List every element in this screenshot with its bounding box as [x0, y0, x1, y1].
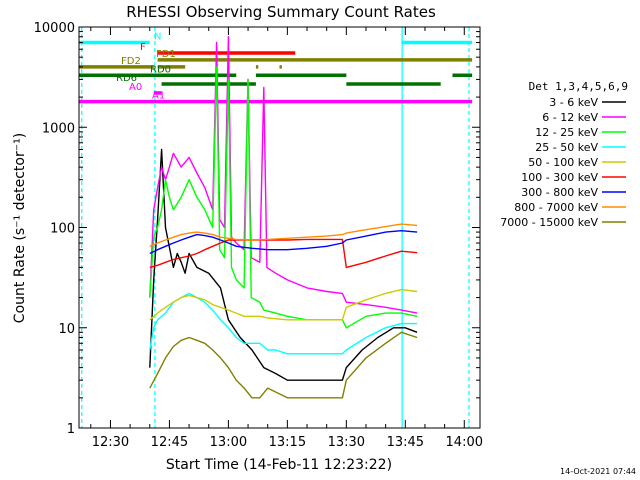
flag-label-fd2: FD2	[121, 56, 141, 67]
legend-label-3: 12 - 25 keV	[535, 126, 598, 139]
x-tick-label-1: 12:30	[92, 435, 129, 450]
series-line-4	[149, 292, 418, 355]
legend: Det 1,3,4,5,6,9 3 - 6 keV 6 - 12 keV 12 - …	[500, 80, 628, 229]
x-tick-label-6: 13:45	[387, 435, 424, 450]
y-axis: 1 10 100 1000 10000	[34, 21, 480, 437]
legend-label-5: 50 - 100 keV	[528, 156, 598, 169]
y-axis-label: Count Rate (s⁻¹ detector⁻¹)	[12, 133, 28, 323]
x-axis-label: Start Time (14-Feb-11 12:23:22)	[166, 457, 392, 473]
flag-label-n: N	[154, 32, 161, 43]
y-tick-label-1: 1	[67, 422, 75, 437]
series-line-3	[149, 66, 418, 329]
legend-label-9: 7000 - 15000 keV	[500, 216, 598, 229]
render-timestamp: 14-Oct-2021 07:44	[560, 467, 636, 476]
legend-label-8: 800 - 7000 keV	[514, 201, 598, 214]
legend-title: Det 1,3,4,5,6,9	[529, 80, 628, 93]
legend-label-1: 3 - 6 keV	[549, 96, 598, 109]
x-axis: 12:30 12:45 13:00 13:15 13:30 13:45 14:00	[90, 27, 483, 450]
x-tick-label-4: 13:15	[269, 435, 306, 450]
flag-label-f: F	[140, 42, 146, 53]
chart-title: RHESSI Observing Summary Count Rates	[126, 3, 436, 21]
series-line-7	[149, 229, 418, 255]
x-tick-label-7: 14:00	[446, 435, 483, 450]
flag-label-rd6: RD6	[116, 73, 137, 84]
flag-label-rd0: RD0	[150, 64, 171, 75]
plot-area	[79, 27, 473, 428]
x-tick-label-2: 12:45	[151, 435, 188, 450]
legend-label-2: 6 - 12 keV	[542, 111, 598, 124]
legend-label-6: 100 - 300 keV	[521, 171, 598, 184]
x-tick-label-3: 13:00	[210, 435, 247, 450]
series-line-8	[149, 223, 418, 247]
flag-label-a0: A0	[129, 82, 142, 93]
series-line-5	[149, 288, 418, 321]
x-tick-label-5: 13:30	[328, 435, 365, 450]
series-line-9	[149, 331, 418, 399]
y-tick-label-5: 10000	[34, 21, 75, 36]
y-tick-label-3: 100	[50, 222, 75, 237]
series-line-6	[149, 238, 418, 269]
series-line-1	[149, 148, 418, 381]
y-tick-label-4: 1000	[42, 121, 75, 136]
legend-label-7: 300 - 800 keV	[521, 186, 598, 199]
y-tick-label-2: 10	[58, 322, 75, 337]
flag-label-fd1: FD1	[156, 49, 176, 60]
legend-label-4: 25 - 50 keV	[535, 141, 598, 154]
series-line-2	[149, 36, 418, 314]
flag-label-a1: A1	[152, 91, 165, 102]
